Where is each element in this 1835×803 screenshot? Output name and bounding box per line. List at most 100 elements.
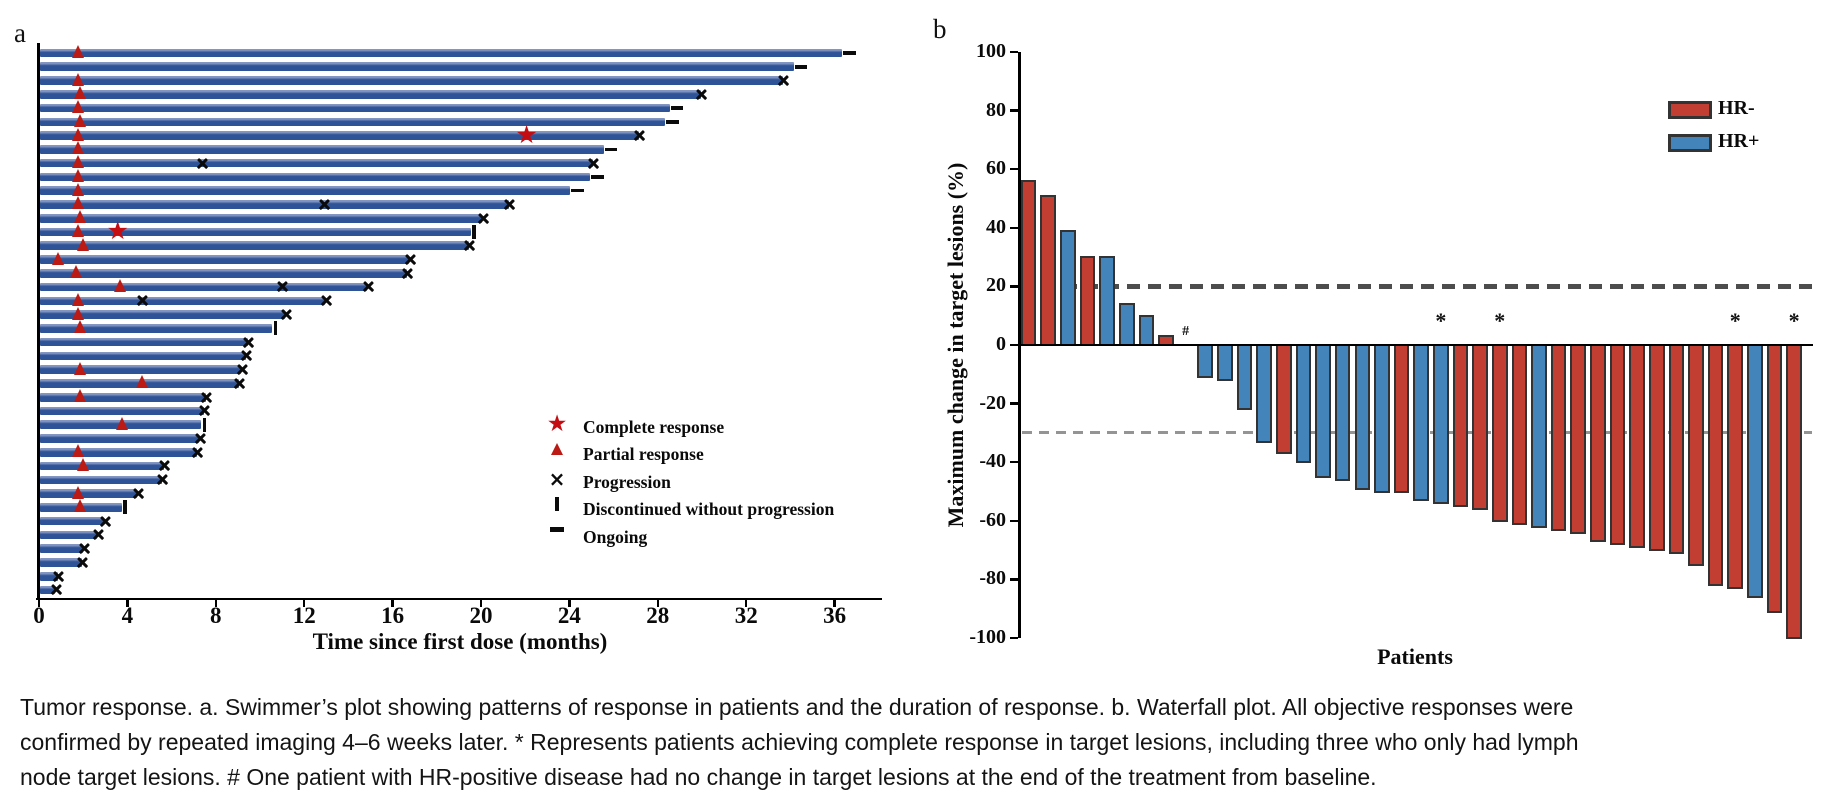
swimmer-bar <box>40 213 482 223</box>
swimmer-bar <box>40 48 843 58</box>
complete-response-marker: ★ <box>106 216 129 245</box>
swimmer-bar <box>40 585 56 595</box>
progression-marker <box>320 294 333 307</box>
waterfall-bar <box>1354 344 1371 490</box>
swimmer-bar <box>40 406 204 416</box>
progression-marker <box>132 487 145 500</box>
swimmer-y-axis <box>37 43 40 600</box>
partial-response-marker <box>74 389 87 403</box>
waterfall-bar <box>1236 344 1253 411</box>
partial-response-marker <box>72 196 85 210</box>
partial-response-marker <box>114 279 127 293</box>
y-tick-label: 100 <box>976 40 1006 62</box>
progression-marker <box>233 377 246 390</box>
waterfall-x-axis-title: Patients <box>1377 644 1453 669</box>
x-tick <box>744 598 748 607</box>
x-tick <box>302 598 306 607</box>
partial-response-marker <box>72 306 85 320</box>
waterfall-bar <box>1511 344 1528 525</box>
partial-response-marker <box>116 416 129 430</box>
partial-response-marker <box>76 237 89 251</box>
discontinued-marker <box>202 417 207 432</box>
swimmer-bar <box>40 269 407 278</box>
waterfall-bar <box>1786 344 1802 639</box>
swimmer-bar <box>40 158 593 168</box>
progression-marker <box>200 391 213 404</box>
progression-marker <box>158 460 171 473</box>
legend-swatch-HR- <box>1668 101 1712 119</box>
swimmer-bar <box>40 200 509 209</box>
swimmer-bar <box>40 310 286 319</box>
x-tick <box>479 598 483 607</box>
waterfall-bar <box>1668 344 1685 555</box>
progression-marker <box>99 515 112 528</box>
x-tick-label: 20 <box>469 603 493 628</box>
waterfall-bar <box>1747 344 1763 598</box>
y-tick <box>1010 226 1018 230</box>
swimmer-bar <box>40 131 639 140</box>
y-tick-label: -80 <box>979 567 1006 590</box>
asterisk-flag: * <box>1788 308 1800 333</box>
ongoing-marker <box>794 64 808 69</box>
waterfall-bar <box>1334 344 1351 481</box>
ongoing-marker <box>604 147 618 152</box>
x-tick-label: 28 <box>646 603 670 628</box>
ongoing-marker <box>666 120 679 124</box>
x-tick-label: 12 <box>292 603 316 628</box>
partial-response-marker <box>72 155 85 169</box>
partial-response-marker <box>74 113 87 127</box>
x-tick <box>391 598 394 607</box>
x-tick <box>214 598 218 607</box>
partial-response-marker <box>74 86 87 100</box>
progression-marker <box>191 446 204 459</box>
swimmer-bar <box>40 544 84 553</box>
waterfall-bar <box>1217 344 1233 382</box>
swimmer-bar <box>40 186 571 195</box>
progression-marker <box>76 556 89 569</box>
partial-response-marker <box>70 265 83 279</box>
progression-marker <box>362 281 375 294</box>
x-tick-label: 8 <box>210 603 222 628</box>
waterfall-bar <box>1413 344 1429 502</box>
waterfall-bar <box>1393 344 1410 493</box>
waterfall-bar <box>1040 194 1057 346</box>
waterfall-bar <box>1491 344 1508 522</box>
asterisk-flag: * <box>1435 308 1447 333</box>
progression-marker <box>280 308 293 321</box>
waterfall-bar <box>1275 344 1292 455</box>
waterfall-bar <box>1727 344 1744 590</box>
caption-line: confirmed by repeated imaging 4–6 weeks … <box>20 729 1579 755</box>
waterfall-bar <box>1648 344 1665 552</box>
caption-line: Tumor response. a. Swimmer’s plot showin… <box>20 694 1574 720</box>
discontinued-marker <box>123 500 127 515</box>
swimmer-bar <box>40 241 469 251</box>
discontinued-marker <box>273 321 278 336</box>
y-tick <box>1010 109 1018 112</box>
x-tick-label: 36 <box>823 603 847 628</box>
complete-response-marker: ★ <box>515 119 538 149</box>
discontinued-marker <box>472 225 477 239</box>
legend-label: Complete response <box>583 416 725 437</box>
swimmer-bar <box>40 62 794 72</box>
waterfall-bar <box>1550 344 1567 531</box>
y-tick <box>1010 519 1018 523</box>
progression-marker <box>276 281 289 294</box>
waterfall-bar <box>1570 344 1587 534</box>
asterisk-flag: * <box>1729 308 1741 333</box>
asterisk-flag: * <box>1494 308 1506 333</box>
swimmer-bar <box>40 571 58 581</box>
partial-response-marker <box>74 320 87 334</box>
swimmer-bar <box>40 324 273 333</box>
legend-item-x: × Progression <box>540 469 840 497</box>
legend-label: Progression <box>583 471 671 492</box>
swimmer-bar <box>40 282 368 292</box>
waterfall-bar <box>1020 179 1037 346</box>
waterfall-bar <box>1590 344 1606 543</box>
legend-item-star: ★ Complete response <box>540 412 840 442</box>
waterfall-bar <box>1452 344 1469 508</box>
swimmer-bar <box>40 172 591 182</box>
swimmer-bar <box>40 351 246 361</box>
partial-response-marker <box>72 224 85 237</box>
x-tick <box>656 598 660 607</box>
